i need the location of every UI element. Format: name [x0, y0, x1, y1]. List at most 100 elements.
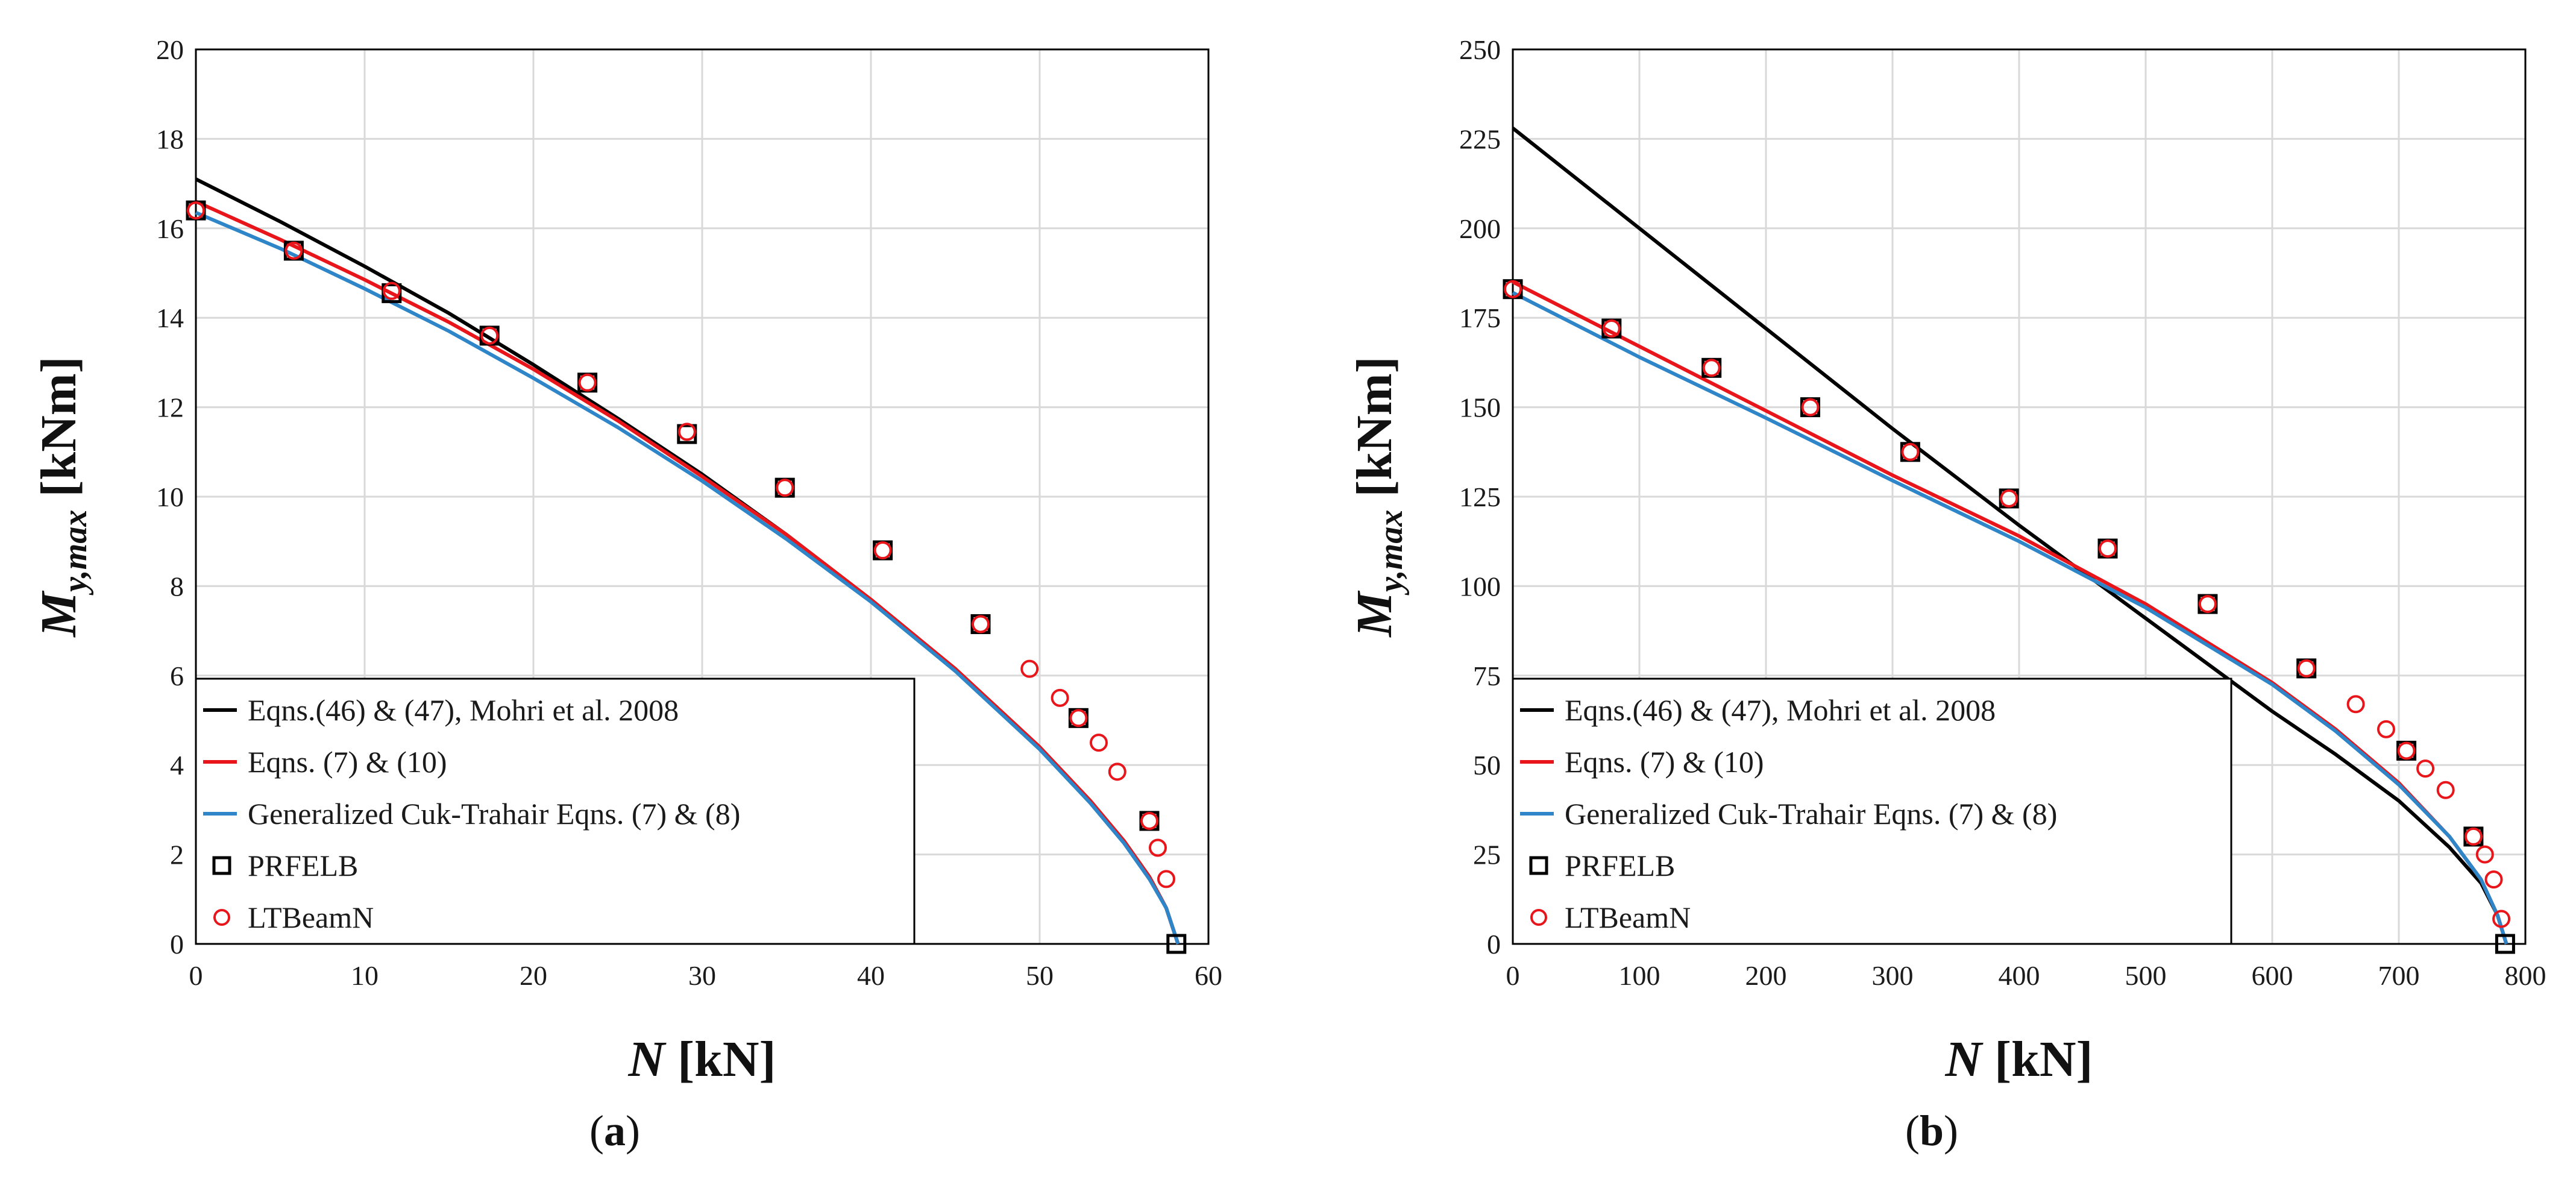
- legend-label: Eqns. (7) & (10): [248, 745, 447, 779]
- y-tick-label: 175: [1459, 303, 1501, 333]
- ltbeamn-point: [1108, 762, 1126, 781]
- legend-b: Eqns.(46) & (47), Mohri et al. 2008 Eqns.…: [1512, 677, 2232, 945]
- x-tick-label: 0: [1506, 960, 1520, 991]
- ltbeamn-point: [284, 241, 303, 260]
- x-tick-label: 300: [1872, 960, 1914, 991]
- ltbeamn-point: [2416, 759, 2435, 778]
- legend-swatch: [212, 856, 231, 875]
- y-tick-label: 25: [1473, 840, 1501, 870]
- ltbeamn-point: [1504, 280, 1522, 298]
- ltbeamn-point: [1140, 811, 1158, 830]
- y-tick-label: 10: [156, 482, 184, 512]
- x-tick-label: 50: [1026, 960, 1054, 991]
- panel-label-b: (b): [1905, 1107, 1958, 1155]
- series-line-2: [1512, 291, 2508, 945]
- x-tick-label: 600: [2252, 960, 2293, 991]
- legend-label: Eqns.(46) & (47), Mohri et al. 2008: [1565, 693, 1996, 727]
- series-a: [186, 177, 1187, 954]
- x-tick-label: 10: [351, 960, 379, 991]
- y-ticks-b: 0 25 50 75 100 125 150 175 200 225 250: [1459, 34, 1501, 960]
- y-tick-label: 18: [156, 124, 184, 154]
- ltbeamn-point: [2436, 781, 2455, 799]
- x-ticks-a: 0 10 20 30 40 50 60: [189, 960, 1223, 991]
- ltbeamn-point: [776, 479, 794, 497]
- ltbeamn-point: [1051, 688, 1069, 707]
- legend-swatch: [1529, 856, 1548, 875]
- y-tick-label: 20: [156, 34, 184, 65]
- chart-panel-a: 0 10 20 30 40 50 60 0 2 4 6 8 10 12 14 16 18 20 Eqns.(46…: [31, 34, 1222, 1155]
- x-tick-label: 400: [1999, 960, 2040, 991]
- x-tick-label: 700: [2378, 960, 2420, 991]
- ltbeamn-point: [1090, 734, 1108, 752]
- ltbeamn-point: [2464, 827, 2483, 846]
- legend-swatch: [1530, 909, 1547, 926]
- ltbeamn-point: [1702, 359, 1721, 377]
- legend-box: [1512, 677, 2232, 945]
- y-tick-label: 4: [170, 750, 184, 781]
- prfelb-point: [1166, 934, 1187, 954]
- ltbeamn-point: [972, 615, 990, 633]
- x-tick-label: 60: [1195, 960, 1222, 991]
- chart-panel-b: 0 100 200 300 400 500 600 700 800 0 25 50 75 100 125 1…: [1346, 34, 2546, 1155]
- x-tick-label: 0: [189, 960, 203, 991]
- ltbeamn-point: [1901, 442, 1920, 461]
- y-tick-label: 0: [1487, 929, 1501, 960]
- ltbeamn-point: [2475, 845, 2494, 864]
- y-tick-label: 125: [1459, 482, 1501, 512]
- y-tick-label: 14: [156, 303, 184, 333]
- y-axis-title-a: My,max [kNm]: [31, 356, 94, 638]
- legend-a: Eqns.(46) & (47), Mohri et al. 2008 Eqns.…: [195, 677, 916, 945]
- x-tick-label: 100: [1619, 960, 1660, 991]
- ltbeamn-point: [1801, 398, 1820, 416]
- x-tick-label: 40: [857, 960, 885, 991]
- panel-label-a: (a): [589, 1107, 640, 1155]
- ltbeamn-point: [677, 423, 696, 441]
- legend-swatch: [213, 909, 230, 926]
- ltbeamn-point: [2397, 741, 2416, 760]
- y-tick-label: 150: [1459, 392, 1501, 423]
- y-tick-label: 250: [1459, 34, 1501, 65]
- series-line-2: [195, 211, 1180, 945]
- prfelb-point: [2495, 934, 2515, 954]
- ltbeamn-point: [2492, 910, 2511, 928]
- y-tick-label: 6: [170, 661, 184, 691]
- x-tick-label: 800: [2505, 960, 2546, 991]
- ltbeamn-point: [2000, 489, 2018, 508]
- legend-label: PRFELB: [1565, 849, 1675, 882]
- ltbeamn-point: [1602, 319, 1621, 338]
- x-axis-title-a: N [kN]: [628, 1031, 776, 1087]
- ltbeamn-point: [1157, 870, 1175, 888]
- ltbeamn-point: [382, 281, 401, 300]
- x-tick-label: 20: [520, 960, 547, 991]
- ltbeamn-point: [1069, 709, 1088, 728]
- x-axis-title-b: N [kN]: [1945, 1031, 2093, 1087]
- y-tick-label: 100: [1459, 571, 1501, 602]
- legend-label: Generalized Cuk-Trahair Eqns. (7) & (8): [248, 797, 740, 831]
- y-tick-label: 75: [1473, 661, 1501, 691]
- ltbeamn-point: [578, 373, 597, 392]
- ltbeamn-point: [187, 201, 205, 220]
- x-tick-label: 500: [2125, 960, 2167, 991]
- ltbeamn-point: [2198, 595, 2217, 614]
- y-tick-label: 2: [170, 840, 184, 870]
- legend-label: LTBeamN: [1565, 901, 1691, 934]
- ltbeamn-point: [1020, 659, 1039, 678]
- legend-box: [195, 677, 916, 945]
- ltbeamn-point: [2484, 870, 2503, 889]
- ltbeamn-point: [2099, 539, 2117, 558]
- legend-label: LTBeamN: [248, 901, 374, 934]
- y-tick-label: 200: [1459, 213, 1501, 244]
- x-ticks-b: 0 100 200 300 400 500 600 700 800: [1506, 960, 2546, 991]
- ltbeamn-point: [873, 541, 892, 560]
- y-tick-label: 12: [156, 392, 184, 423]
- series-b: [1503, 127, 2515, 954]
- ltbeamn-point: [1149, 838, 1167, 857]
- legend-label: PRFELB: [248, 849, 358, 882]
- ltbeamn-point: [2377, 720, 2395, 738]
- legend-label: Eqns.(46) & (47), Mohri et al. 2008: [248, 693, 679, 727]
- y-axis-title-b: My,max [kNm]: [1346, 356, 1410, 638]
- legend-label: Generalized Cuk-Trahair Eqns. (7) & (8): [1565, 797, 2057, 831]
- y-tick-label: 225: [1459, 124, 1501, 154]
- y-tick-label: 0: [170, 929, 184, 960]
